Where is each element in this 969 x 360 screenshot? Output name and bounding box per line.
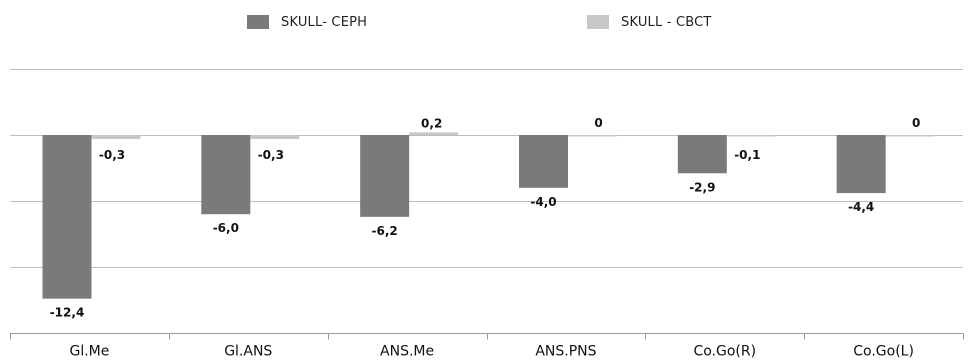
legend-label-ceph: SKULL- CEPH	[281, 14, 368, 30]
bar-cbct-0	[91, 135, 141, 139]
data-label-ceph-0: -12,4	[50, 306, 85, 320]
bar-ceph-5	[836, 135, 886, 194]
legend-swatch-cbct	[587, 15, 609, 29]
data-labels: -12,4 -0,3 -6,0 -0,3 -6,2 0,2 -4,0 0 -2,9 -0,1 -4,…	[50, 116, 921, 320]
bar-cbct-4	[726, 135, 776, 137]
data-label-ceph-5: -4,4	[848, 200, 874, 214]
legend-item-ceph: SKULL- CEPH	[247, 13, 367, 31]
legend-swatch-ceph	[247, 15, 269, 29]
bars	[42, 132, 935, 299]
bar-ceph-4	[677, 135, 727, 174]
bar-ceph-1	[201, 135, 251, 215]
data-label-cbct-2: 0,2	[421, 116, 442, 130]
bar-cbct-1	[250, 135, 300, 139]
category-label-5: Co.Go(L)	[853, 344, 914, 360]
bar-cbct-2	[409, 132, 459, 135]
data-label-cbct-5: 0	[912, 116, 920, 130]
data-label-cbct-3: 0	[594, 116, 602, 130]
data-label-ceph-1: -6,0	[213, 221, 239, 235]
x-axis	[10, 333, 964, 340]
bar-cbct-5	[885, 135, 935, 137]
category-labels: Gl.Me Gl.ANS ANS.Me ANS.PNS Co.Go(R) Co.Go(L)	[69, 344, 913, 360]
data-label-cbct-1: -0,3	[258, 148, 284, 162]
category-label-1: Gl.ANS	[224, 344, 272, 360]
data-label-cbct-4: -0,1	[734, 148, 760, 162]
bar-ceph-2	[360, 135, 410, 217]
data-label-ceph-2: -6,2	[372, 224, 398, 238]
bar-ceph-0	[42, 135, 92, 299]
data-label-ceph-3: -4,0	[530, 195, 556, 209]
legend-item-cbct: SKULL - CBCT	[587, 13, 712, 31]
legend-label-cbct: SKULL - CBCT	[621, 14, 712, 30]
category-label-3: ANS.PNS	[535, 344, 596, 360]
bar-ceph-3	[519, 135, 568, 188]
category-label-4: Co.Go(R)	[693, 344, 756, 360]
gridlines	[10, 69, 963, 268]
category-label-2: ANS.Me	[380, 344, 434, 360]
data-label-cbct-0: -0,3	[99, 148, 125, 162]
bar-cbct-3	[568, 135, 617, 137]
data-label-ceph-4: -2,9	[689, 180, 715, 194]
category-label-0: Gl.Me	[69, 344, 109, 360]
